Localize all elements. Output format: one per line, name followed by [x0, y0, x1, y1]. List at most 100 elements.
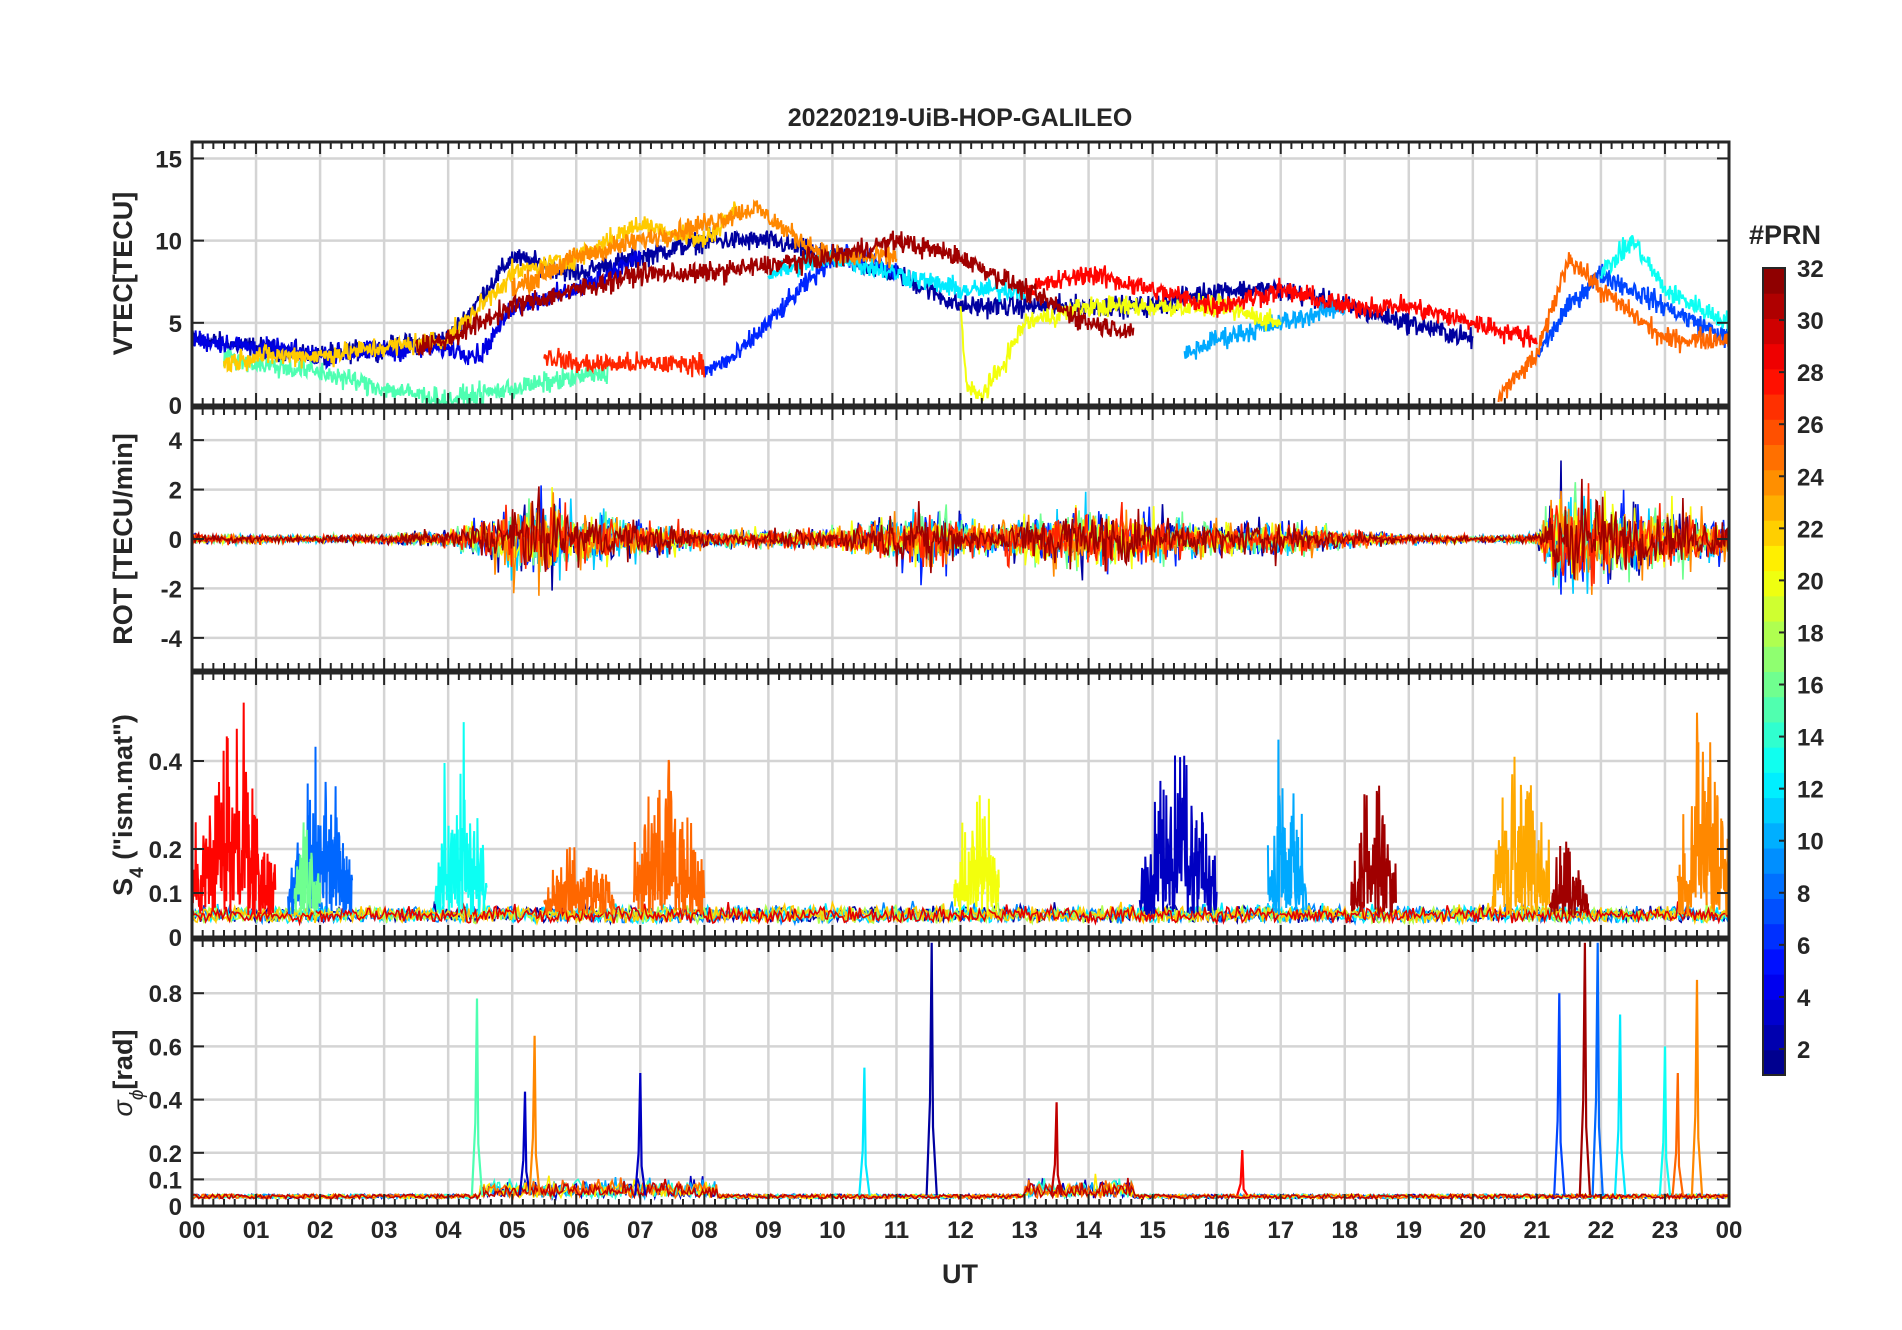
axes-frame — [190, 140, 1731, 407]
x-tick-label: 09 — [755, 1217, 782, 1244]
colorbar-level — [1763, 595, 1785, 622]
colorbar-level — [1763, 974, 1785, 1000]
series-prn-15 — [223, 348, 610, 405]
x-tick-label: 23 — [1652, 1217, 1679, 1244]
y-tick-label: 0.8 — [149, 981, 182, 1008]
y-tick-label: 0.4 — [149, 749, 183, 776]
spike-prn-15 — [470, 998, 484, 1196]
axes-frame — [190, 938, 1731, 1208]
y-tick-label: 4 — [169, 428, 183, 455]
series-prn-7 — [1536, 263, 1729, 358]
burst-prn-13 — [434, 722, 488, 915]
colorbar-level — [1763, 368, 1785, 395]
spike-prn-31 — [1578, 942, 1592, 1196]
colorbar-level — [1763, 747, 1785, 773]
y-axis-title: ROT [TECU/min] — [108, 433, 138, 644]
colorbar-tick-label: 8 — [1797, 881, 1810, 908]
axes-frame — [190, 671, 1731, 939]
x-tick-label: 19 — [1395, 1217, 1422, 1244]
colorbar-level — [1763, 318, 1785, 345]
colorbar-level — [1763, 570, 1785, 597]
colorbar-tick-label: 32 — [1797, 256, 1824, 283]
colorbar-level — [1763, 469, 1785, 496]
burst-prn-23 — [1491, 756, 1551, 916]
spike-prn-12 — [1613, 1014, 1627, 1196]
colorbar-level — [1763, 999, 1785, 1026]
colorbar-level — [1763, 1049, 1785, 1076]
x-tick-label: 03 — [371, 1217, 398, 1244]
colorbar-level — [1763, 797, 1785, 824]
colorbar-level — [1763, 621, 1785, 647]
colorbar-tick-label: 30 — [1797, 308, 1824, 335]
x-tick-label: 15 — [1139, 1217, 1166, 1244]
y-tick-label: 0 — [169, 527, 182, 554]
colorbar-tick-label: 14 — [1797, 725, 1824, 752]
x-tick-label: 05 — [499, 1217, 526, 1244]
figure-title: 20220219-UiB-HOP-GALILEO — [788, 104, 1133, 132]
colorbar-title: #PRN — [1749, 220, 1821, 250]
x-tick-label: 04 — [435, 1217, 462, 1244]
burst-prn-31 — [1350, 785, 1397, 915]
colorbar-level — [1763, 444, 1785, 471]
y-tick-label: 0 — [169, 1194, 182, 1221]
burst-prn-8 — [287, 746, 354, 915]
y-tick-label: 0.1 — [149, 1167, 182, 1194]
burst-prn-20 — [953, 795, 1000, 915]
panel-sigma_phi: 00.10.2 0.4 0.6 0.8σϕ[rad] 00 01 02 03 04 05 06 07 0… — [108, 938, 1743, 1244]
x-tick-label: 14 — [1075, 1217, 1102, 1244]
y-tick-label: -4 — [161, 626, 183, 653]
colorbar-level — [1763, 873, 1785, 899]
colorbar-frame — [1762, 267, 1786, 1076]
x-tick-label: 11 — [884, 1217, 909, 1244]
series-prn-27 — [543, 347, 706, 378]
y-axis-title: σϕ[rad] — [108, 1030, 148, 1117]
x-tick-label: 08 — [691, 1217, 718, 1244]
x-tick-label: 00 — [179, 1217, 206, 1244]
spike-prn-25 — [1671, 1072, 1684, 1196]
data-layer — [192, 198, 1729, 405]
colorbar-level — [1763, 268, 1785, 294]
y-tick-label: 15 — [155, 146, 182, 173]
y-tick-label: 0.2 — [149, 1141, 182, 1168]
burst-prn-28 — [192, 702, 277, 916]
colorbar-level — [1763, 948, 1785, 975]
colorbar-tick-label: 12 — [1797, 777, 1824, 804]
x-tick-label: 00 — [1716, 1217, 1743, 1244]
colorbar-level — [1763, 898, 1785, 925]
x-axis-title: UT — [942, 1259, 978, 1289]
colorbar-tick-label: 20 — [1797, 568, 1824, 595]
colorbar-level — [1763, 822, 1785, 849]
x-tick-label: 06 — [563, 1217, 590, 1244]
axes-frame — [190, 406, 1731, 672]
spike-prn-8 — [1591, 942, 1604, 1196]
colorbar-level — [1763, 646, 1785, 672]
colorbar-level — [1763, 772, 1785, 799]
spike-prn-28 — [1236, 1150, 1249, 1196]
colorbar-level — [1763, 696, 1785, 723]
x-tick-label: 02 — [307, 1217, 334, 1244]
series-prn-25 — [1497, 252, 1729, 403]
x-tick-label: 20 — [1459, 1217, 1486, 1244]
x-tick-label: 01 — [243, 1217, 270, 1244]
burst-prn-3 — [1138, 755, 1218, 915]
x-tick-label: 18 — [1331, 1217, 1358, 1244]
series-prn-28 — [1023, 265, 1538, 348]
spike-prn-30 — [1050, 1102, 1063, 1196]
panel-vtec: 0 5 10 15 VTEC[TECU] — [108, 140, 1731, 420]
spike-prn-3 — [518, 1091, 532, 1196]
burst-prn-25 — [632, 759, 706, 915]
x-tick-label: 16 — [1203, 1217, 1230, 1244]
y-tick-label: 0.6 — [149, 1034, 182, 1061]
burst-prn-25 — [543, 847, 616, 915]
spike-prn-24 — [1690, 979, 1704, 1196]
spike-prn-13 — [1658, 1046, 1672, 1196]
colorbar-level — [1763, 419, 1785, 446]
colorbar-tick-label: 6 — [1797, 933, 1810, 960]
colorbar-level — [1763, 721, 1785, 748]
x-tick-label: 22 — [1588, 1217, 1615, 1244]
colorbar-tick-label: 28 — [1797, 360, 1824, 387]
y-tick-label: 10 — [155, 229, 182, 256]
